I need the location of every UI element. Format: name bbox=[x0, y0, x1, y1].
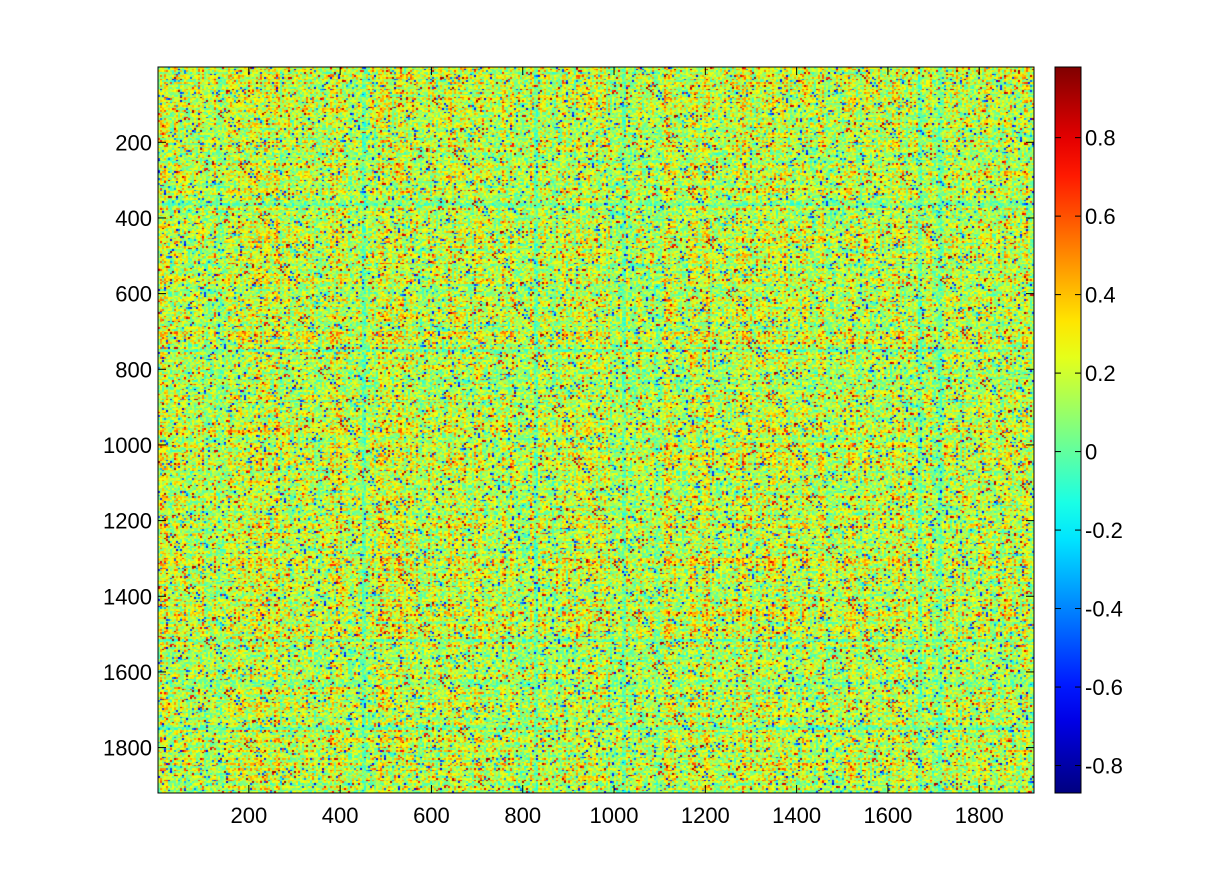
colorbar-tick-label: 0.8 bbox=[1085, 126, 1116, 151]
colorbar-tick-label: 0.4 bbox=[1085, 283, 1116, 308]
y-tick-label: 1000 bbox=[103, 433, 152, 458]
x-tick-label: 1000 bbox=[590, 803, 639, 828]
x-tick-label: 600 bbox=[413, 803, 450, 828]
y-tick-label: 400 bbox=[115, 206, 152, 231]
colorbar-tick-label: 0.2 bbox=[1085, 361, 1116, 386]
colorbar-tick-label: 0 bbox=[1085, 440, 1097, 465]
colorbar-tick-label: 0.6 bbox=[1085, 204, 1116, 229]
x-tick-label: 1200 bbox=[681, 803, 730, 828]
x-tick-label: 400 bbox=[322, 803, 359, 828]
colorbar-axis: -0.8 -0.6 -0.4 -0.2 0 0.2 0.4 0.6 0.8 bbox=[1055, 126, 1123, 779]
x-tick-label: 200 bbox=[230, 803, 267, 828]
x-tick-label: 1400 bbox=[772, 803, 821, 828]
heatmap-canvas bbox=[158, 67, 1034, 793]
y-tick-label: 1400 bbox=[103, 584, 152, 609]
y-tick-label: 600 bbox=[115, 282, 152, 307]
colorbar-tick-label: -0.2 bbox=[1085, 518, 1123, 543]
y-tick-label: 1800 bbox=[103, 736, 152, 761]
plot-frame bbox=[157, 66, 1035, 794]
colorbar bbox=[1054, 66, 1082, 794]
x-tick-label: 1800 bbox=[955, 803, 1004, 828]
y-axis: 200 400 600 800 1000 1200 1400 1600 1800 bbox=[103, 130, 1034, 761]
y-tick-label: 1200 bbox=[103, 509, 152, 534]
y-tick-label: 200 bbox=[115, 130, 152, 155]
colorbar-tick-label: -0.8 bbox=[1085, 754, 1123, 779]
x-tick-label: 1600 bbox=[863, 803, 912, 828]
y-tick-label: 800 bbox=[115, 357, 152, 382]
x-tick-label: 800 bbox=[504, 803, 541, 828]
colorbar-frame bbox=[1054, 66, 1082, 794]
y-tick-label: 1600 bbox=[103, 660, 152, 685]
heatmap-matrix bbox=[158, 67, 1034, 793]
colorbar-tick-label: -0.4 bbox=[1085, 597, 1123, 622]
colorbar-gradient bbox=[1055, 67, 1081, 793]
colorbar-tick-label: -0.6 bbox=[1085, 675, 1123, 700]
x-axis: 200 400 600 800 1000 1200 1400 1600 1800 bbox=[230, 67, 1004, 828]
